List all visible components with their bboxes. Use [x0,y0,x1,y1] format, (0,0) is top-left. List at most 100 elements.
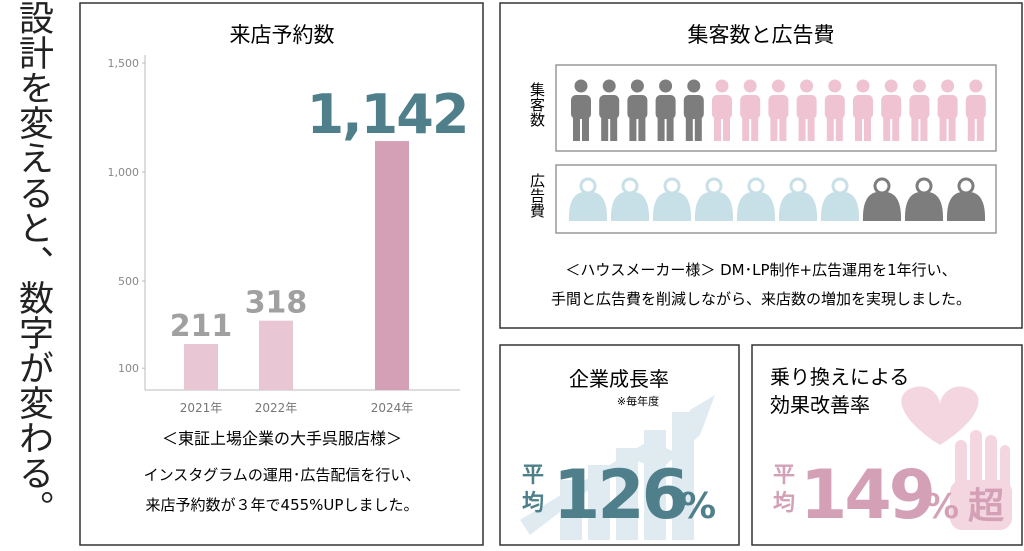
chart-subtitle: ＜東証上場企業の大手呉服店様＞ [162,429,402,448]
person-icon [657,117,665,141]
panel-frame [499,2,1023,329]
value-label: 318 [245,286,308,321]
panel-title: 集客数と広告費 [688,23,835,47]
growth-decoration [520,395,715,540]
y-tick-label: 1,000 [108,166,140,179]
person-icon [685,117,693,141]
x-tick-label: 2021年 [180,401,223,415]
person-icon [828,79,842,93]
person-icon [912,79,926,93]
switch-decoration [901,386,1012,530]
person-icon [601,117,609,141]
panel-note: ＜ハウスメーカー様＞ DM･LP制作+広告運用を1年行い、 [565,261,956,279]
person-icon [627,95,648,119]
bar [375,141,409,390]
prefix: 平 [522,463,544,488]
person-icon [687,79,701,93]
person-icon [937,95,958,119]
panel-title: 企業成長率 [569,367,669,391]
person-icon [582,117,589,141]
chart-note: インスタグラムの運用･広告配信を行い、 [144,466,421,484]
page-heading: 設計を変えると、数字が変わる。 [13,0,53,525]
person-icon [742,117,750,141]
row-label: 集客数 [528,82,546,127]
person-icon [948,117,956,141]
person-icon [694,117,702,141]
person-icon [976,117,984,141]
purse-icon [610,191,650,221]
purse-icon [778,191,818,221]
chart-title: 来店予約数 [230,23,335,47]
person-icon [800,79,814,93]
person-icon [629,117,637,141]
person-icon [779,117,787,141]
big-number: 149 [800,456,933,535]
person-icon [941,79,955,93]
panel-note: ※毎年度 [617,394,659,408]
person-icon [712,95,732,119]
purse-icon [789,177,807,195]
purse-icon [915,177,933,195]
person-icon [920,117,928,141]
person-icon [715,79,729,93]
purse-icon [904,191,944,221]
person-icon [939,117,947,141]
person-icon [883,117,891,141]
purse-icon [957,177,975,195]
person-icon [683,95,704,119]
person-icon [967,117,975,141]
panel-title: 効果改善率 [770,393,870,417]
person-icon [659,79,673,93]
panel-frame [499,344,740,546]
person-icon [638,117,646,141]
person-icon [714,117,721,141]
suffix: 超 [968,486,1005,527]
person-icon [835,117,843,141]
person-icon [884,79,898,93]
person-icon [740,95,761,119]
person-icon [855,117,862,141]
y-tick-label: 100 [118,362,139,375]
bar [259,320,293,390]
panel-title: 乗り換えによる [770,365,909,389]
prefix: 平 [773,463,795,488]
icon-box [555,64,997,152]
purse-icon [705,177,723,195]
person-icon [723,117,730,141]
person-icon [630,79,644,93]
purse-icon [579,177,597,195]
y-tick-label: 500 [118,275,139,288]
person-icon [574,79,588,93]
panel-frame [79,2,484,546]
panel-frame [751,344,1023,546]
person-icon [856,79,870,93]
person-icon [666,117,674,141]
icon-box [555,164,997,234]
big-number: 126 [553,456,686,535]
person-icon [602,79,616,93]
person-icon [599,95,620,119]
person-icon [655,95,676,119]
prefix: 均 [522,490,544,516]
person-icon [853,95,873,119]
bar [184,344,218,390]
person-icon [826,117,834,141]
person-icon [743,79,757,93]
x-tick-label: 2022年 [255,401,298,415]
person-icon [770,117,778,141]
person-icon [864,117,871,141]
person-icon [771,79,785,93]
person-icon [969,79,983,93]
person-icon [824,95,845,119]
purse-icon [946,191,986,221]
person-icon [911,117,919,141]
purse-icon [568,191,608,221]
purse-icon [694,191,734,221]
purse-icon [747,177,765,195]
unit: % [680,486,716,527]
chart-note: 来店予約数が３年で455%UPしました。 [146,496,419,514]
purse-icon [831,177,849,195]
purse-icon [663,177,681,195]
x-tick-label: 2024年 [371,401,414,415]
